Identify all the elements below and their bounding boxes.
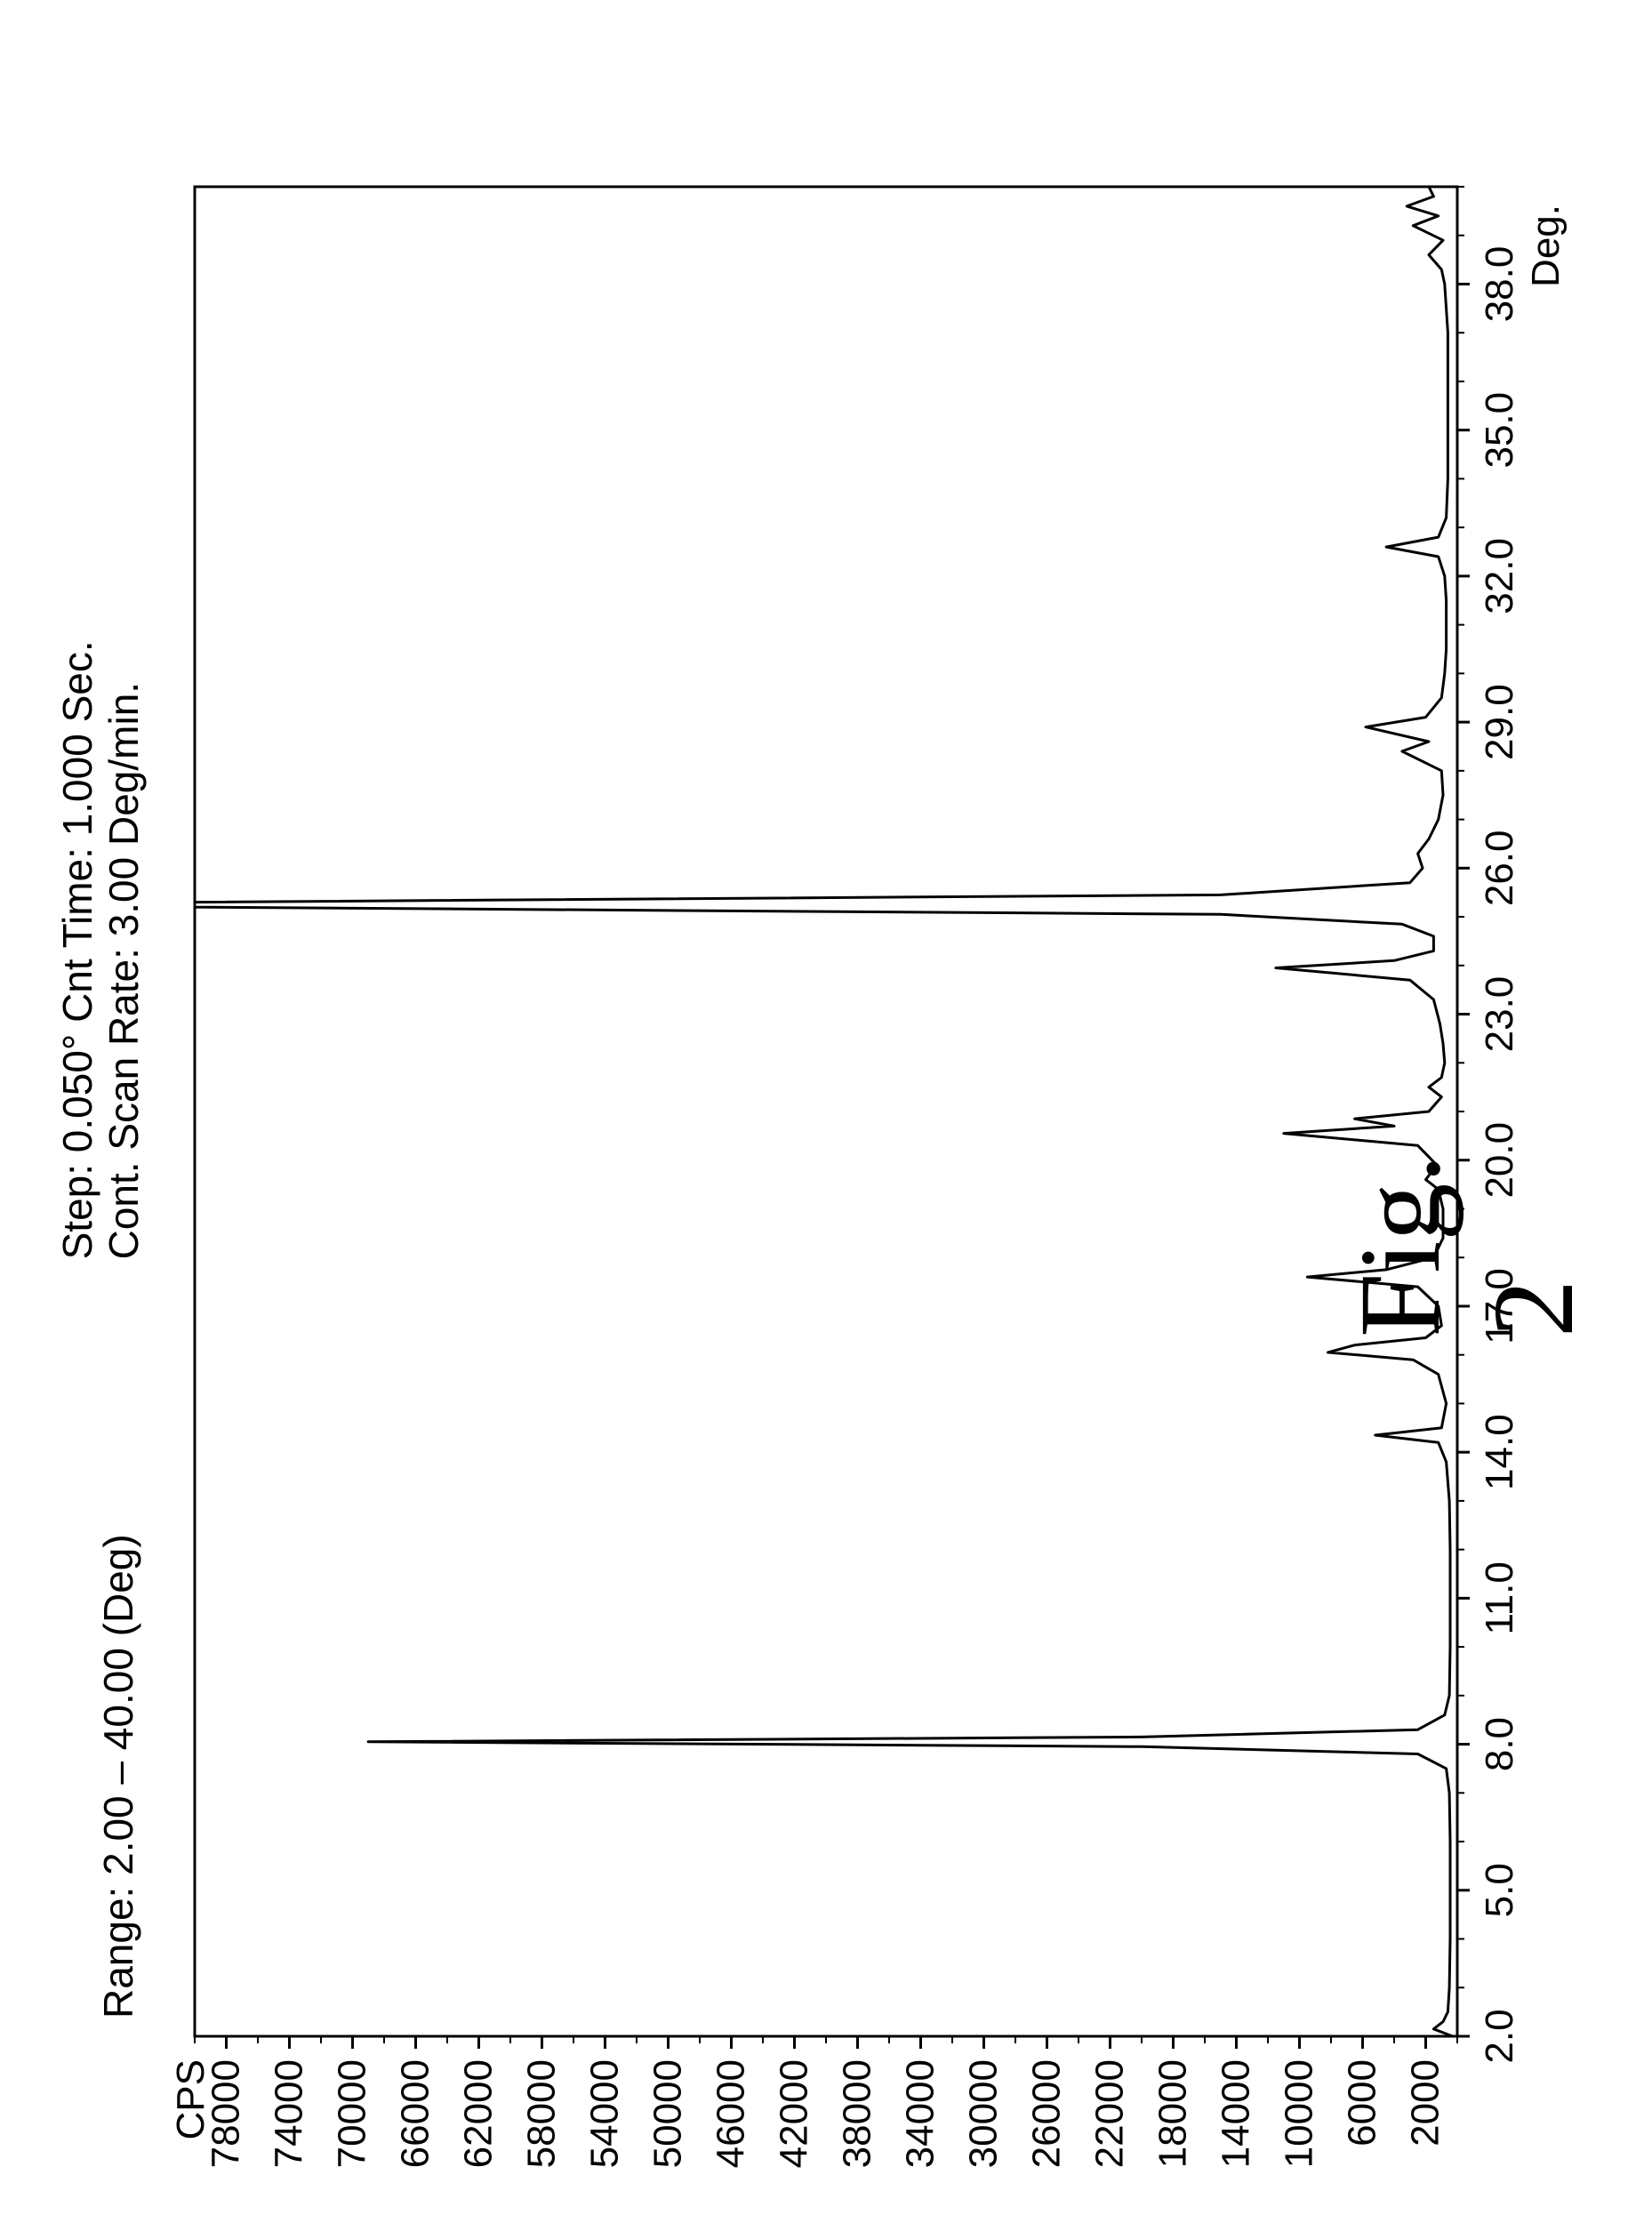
y-tick-label: 26000 bbox=[1025, 2059, 1069, 2168]
header-line-right-bottom: Cont. Scan Rate: 3.00 Deg/min. bbox=[100, 682, 147, 1259]
y-tick-label: 62000 bbox=[457, 2059, 501, 2168]
y-tick-label: 10000 bbox=[1278, 2059, 1321, 2168]
y-tick-label: 50000 bbox=[646, 2059, 690, 2168]
y-tick-label: 2000 bbox=[1404, 2059, 1448, 2147]
y-tick-label: 30000 bbox=[962, 2059, 1006, 2168]
y-tick-label: 54000 bbox=[583, 2059, 627, 2168]
x-tick-label: 2.0 bbox=[1478, 2009, 1521, 2063]
x-tick-label: 26.0 bbox=[1478, 830, 1521, 906]
x-tick-label: 29.0 bbox=[1478, 684, 1521, 760]
x-tick-label: 35.0 bbox=[1478, 392, 1521, 469]
x-tick-label: 8.0 bbox=[1478, 1717, 1521, 1771]
y-tick-label: 22000 bbox=[1088, 2059, 1132, 2168]
x-tick-label: 11.0 bbox=[1478, 1561, 1521, 1634]
y-tick-label: 70000 bbox=[331, 2059, 374, 2168]
x-tick-label: 38.0 bbox=[1478, 246, 1521, 323]
y-tick-label: 6000 bbox=[1341, 2059, 1384, 2147]
y-tick-label: 14000 bbox=[1215, 2059, 1258, 2168]
chart-svg: 2.05.08.011.014.017.020.023.026.029.032.… bbox=[0, 0, 1652, 2223]
y-axis-label: CPS bbox=[169, 2059, 213, 2139]
page-container: 2.05.08.011.014.017.020.023.026.029.032.… bbox=[0, 0, 1652, 2223]
header-line-1-left: Range: 2.00 – 40.00 (Deg) bbox=[95, 1534, 141, 2018]
y-tick-label: 42000 bbox=[773, 2059, 816, 2168]
x-tick-label: 32.0 bbox=[1478, 538, 1521, 614]
y-tick-label: 46000 bbox=[710, 2059, 753, 2168]
x-tick-label: 14.0 bbox=[1478, 1414, 1521, 1490]
x-tick-label: 23.0 bbox=[1478, 976, 1521, 1053]
y-tick-label: 66000 bbox=[394, 2059, 437, 2168]
header-line-right-top: Step: 0.050° Cnt Time: 1.000 Sec. bbox=[54, 640, 100, 1259]
figure-label: Fig. 2 bbox=[1334, 1152, 1600, 1337]
y-tick-label: 58000 bbox=[520, 2059, 564, 2168]
x-tick-label: 5.0 bbox=[1478, 1863, 1521, 1917]
y-tick-label: 38000 bbox=[836, 2059, 879, 2168]
y-tick-label: 18000 bbox=[1151, 2059, 1195, 2168]
y-tick-label: 34000 bbox=[899, 2059, 942, 2168]
y-tick-label: 74000 bbox=[268, 2059, 311, 2168]
x-axis-label: Deg. bbox=[1524, 205, 1568, 287]
